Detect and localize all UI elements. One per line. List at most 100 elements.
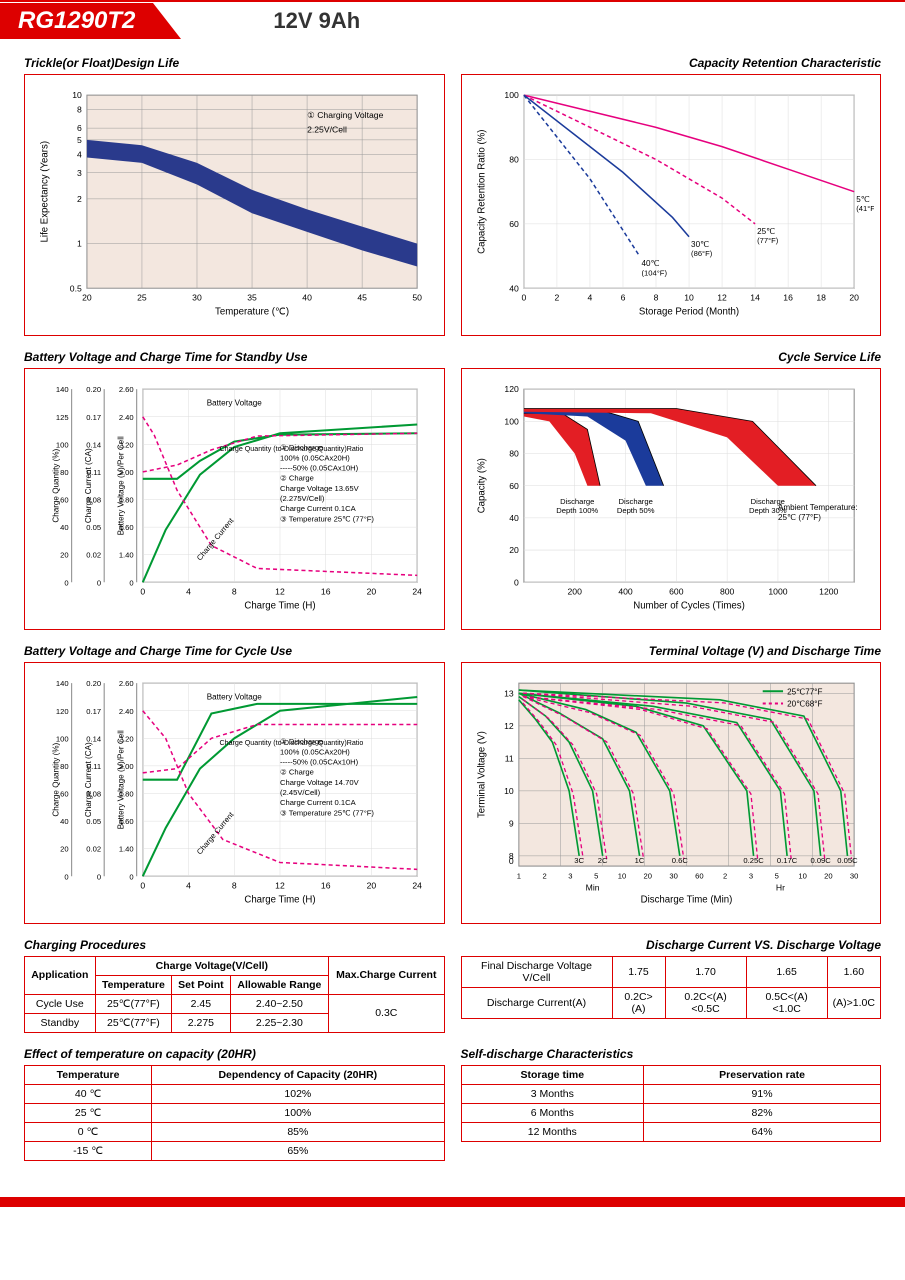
model-badge: RG1290T2 — [0, 3, 153, 39]
svg-text:20: 20 — [82, 292, 92, 302]
svg-text:0.05: 0.05 — [86, 817, 101, 826]
svg-text:0.25C: 0.25C — [743, 856, 764, 865]
svg-text:Charge Current 0.1CA: Charge Current 0.1CA — [280, 504, 357, 513]
svg-text:20: 20 — [824, 871, 832, 880]
svg-text:14: 14 — [750, 292, 760, 302]
svg-text:10: 10 — [684, 292, 694, 302]
svg-text:60: 60 — [509, 219, 519, 229]
trickle-title: Trickle(or Float)Design Life — [24, 56, 445, 70]
svg-text:② Charge: ② Charge — [280, 767, 314, 776]
svg-text:60: 60 — [60, 789, 68, 798]
svg-text:① Discharge: ① Discharge — [280, 443, 323, 452]
svg-text:Temperature (℃): Temperature (℃) — [215, 307, 289, 318]
svg-text:0: 0 — [140, 586, 145, 596]
svg-text:16: 16 — [321, 880, 331, 890]
svg-text:0.17: 0.17 — [86, 707, 101, 716]
svg-text:2.60: 2.60 — [119, 679, 134, 688]
svg-text:80: 80 — [60, 468, 68, 477]
svg-text:20: 20 — [509, 545, 519, 555]
svg-text:Discharge Time (Min): Discharge Time (Min) — [640, 894, 732, 905]
svg-text:2C: 2C — [597, 856, 607, 865]
svg-text:0.02: 0.02 — [86, 844, 101, 853]
svg-text:40: 40 — [509, 513, 519, 523]
cyclelife-chart: 20040060080010001200020406080100120Disch… — [461, 368, 882, 630]
table-row: Final Discharge Voltage V/Cell1.751.701.… — [461, 956, 881, 987]
svg-text:45: 45 — [357, 292, 367, 302]
svg-text:① Discharge: ① Discharge — [280, 737, 323, 746]
svg-text:Storage Period (Month): Storage Period (Month) — [638, 307, 738, 318]
svg-text:-----50% (0.05CAx10H): -----50% (0.05CAx10H) — [280, 463, 359, 472]
svg-text:0.02: 0.02 — [86, 551, 101, 560]
svg-text:3: 3 — [748, 871, 752, 880]
svg-text:Charge Quantity (%): Charge Quantity (%) — [51, 448, 60, 522]
max-current-cell: 0.3C — [329, 994, 444, 1032]
svg-text:Battery Voltage (V)/Per Cell: Battery Voltage (V)/Per Cell — [116, 436, 125, 535]
svg-text:16: 16 — [783, 292, 793, 302]
table-row: 25 ℃100% — [25, 1103, 445, 1122]
svg-text:0: 0 — [514, 577, 519, 587]
svg-text:25℃77°F: 25℃77°F — [787, 687, 822, 696]
svg-text:4: 4 — [186, 586, 191, 596]
svg-text:Hr: Hr — [775, 882, 784, 892]
svg-text:100% (0.05CAx20H): 100% (0.05CAx20H) — [280, 453, 350, 462]
svg-text:(104°F): (104°F) — [641, 268, 667, 277]
svg-text:18: 18 — [816, 292, 826, 302]
svg-text:Discharge: Discharge — [560, 497, 594, 506]
svg-text:2.40: 2.40 — [119, 707, 134, 716]
table-row: 3 Months91% — [461, 1084, 881, 1103]
svg-text:120: 120 — [504, 384, 519, 394]
svg-text:0: 0 — [97, 578, 101, 587]
table-row: 12 Months64% — [461, 1122, 881, 1141]
cycle-chart: 04812162024020406080100120140Charge Quan… — [24, 662, 445, 924]
svg-text:Capacity Retention Ratio (%): Capacity Retention Ratio (%) — [476, 130, 487, 254]
svg-text:80: 80 — [60, 762, 68, 771]
svg-text:Charge Time (H): Charge Time (H) — [244, 894, 315, 905]
svg-text:5: 5 — [594, 871, 598, 880]
retention-title: Capacity Retention Characteristic — [461, 56, 882, 70]
svg-text:0.20: 0.20 — [86, 679, 101, 688]
svg-text:Charge Current (CA): Charge Current (CA) — [84, 448, 93, 523]
trickle-chart: 0.512345681020253035404550Temperature (℃… — [24, 74, 445, 336]
svg-text:(2.45V/Cell): (2.45V/Cell) — [280, 788, 321, 797]
svg-text:3C: 3C — [574, 856, 584, 865]
svg-text:Discharge: Discharge — [618, 497, 652, 506]
svg-text:③ Temperature 25℃ (77°F): ③ Temperature 25℃ (77°F) — [280, 808, 374, 817]
svg-text:100: 100 — [56, 440, 69, 449]
svg-text:Charge Voltage 14.70V: Charge Voltage 14.70V — [280, 778, 360, 787]
th-preservation: Preservation rate — [644, 1065, 881, 1084]
svg-text:9: 9 — [508, 818, 513, 828]
svg-text:0.20: 0.20 — [86, 385, 101, 394]
svg-text:0.17C: 0.17C — [776, 856, 797, 865]
svg-text:100: 100 — [504, 90, 519, 100]
svg-text:25℃: 25℃ — [757, 227, 775, 236]
svg-text:140: 140 — [56, 679, 69, 688]
svg-text:0.14: 0.14 — [86, 440, 102, 449]
discharge-chart: 891011121303C2C1C0.6C0.25C0.17C0.09C0.05… — [461, 662, 882, 924]
svg-text:Charge Voltage 13.65V: Charge Voltage 13.65V — [280, 484, 360, 493]
svg-text:12: 12 — [275, 880, 285, 890]
svg-text:Life Expectancy (Years): Life Expectancy (Years) — [39, 141, 50, 242]
cyclelife-title: Cycle Service Life — [461, 350, 882, 364]
svg-text:140: 140 — [56, 385, 69, 394]
svg-text:0: 0 — [508, 856, 513, 866]
svg-text:1.40: 1.40 — [119, 844, 134, 853]
th-dependency: Dependency of Capacity (20HR) — [152, 1065, 444, 1084]
svg-text:100: 100 — [56, 734, 69, 743]
svg-text:25℃ (77°F): 25℃ (77°F) — [777, 513, 820, 522]
svg-text:80: 80 — [509, 448, 519, 458]
charging-proc-title: Charging Procedures — [24, 938, 445, 952]
svg-text:0.05: 0.05 — [86, 523, 101, 532]
spec-text: 12V 9Ah — [273, 8, 360, 34]
svg-text:(41°F): (41°F) — [856, 204, 874, 213]
svg-text:60: 60 — [60, 495, 68, 504]
svg-text:Capacity (%): Capacity (%) — [476, 458, 487, 513]
standby-title: Battery Voltage and Charge Time for Stan… — [24, 350, 445, 364]
svg-text:35: 35 — [247, 292, 257, 302]
svg-text:3: 3 — [77, 168, 82, 178]
svg-text:24: 24 — [412, 586, 422, 596]
svg-text:12: 12 — [504, 721, 514, 731]
th-temperature: Temperature — [25, 1065, 152, 1084]
svg-text:12: 12 — [717, 292, 727, 302]
svg-text:0.05C: 0.05C — [837, 856, 858, 865]
svg-text:40: 40 — [509, 283, 519, 293]
